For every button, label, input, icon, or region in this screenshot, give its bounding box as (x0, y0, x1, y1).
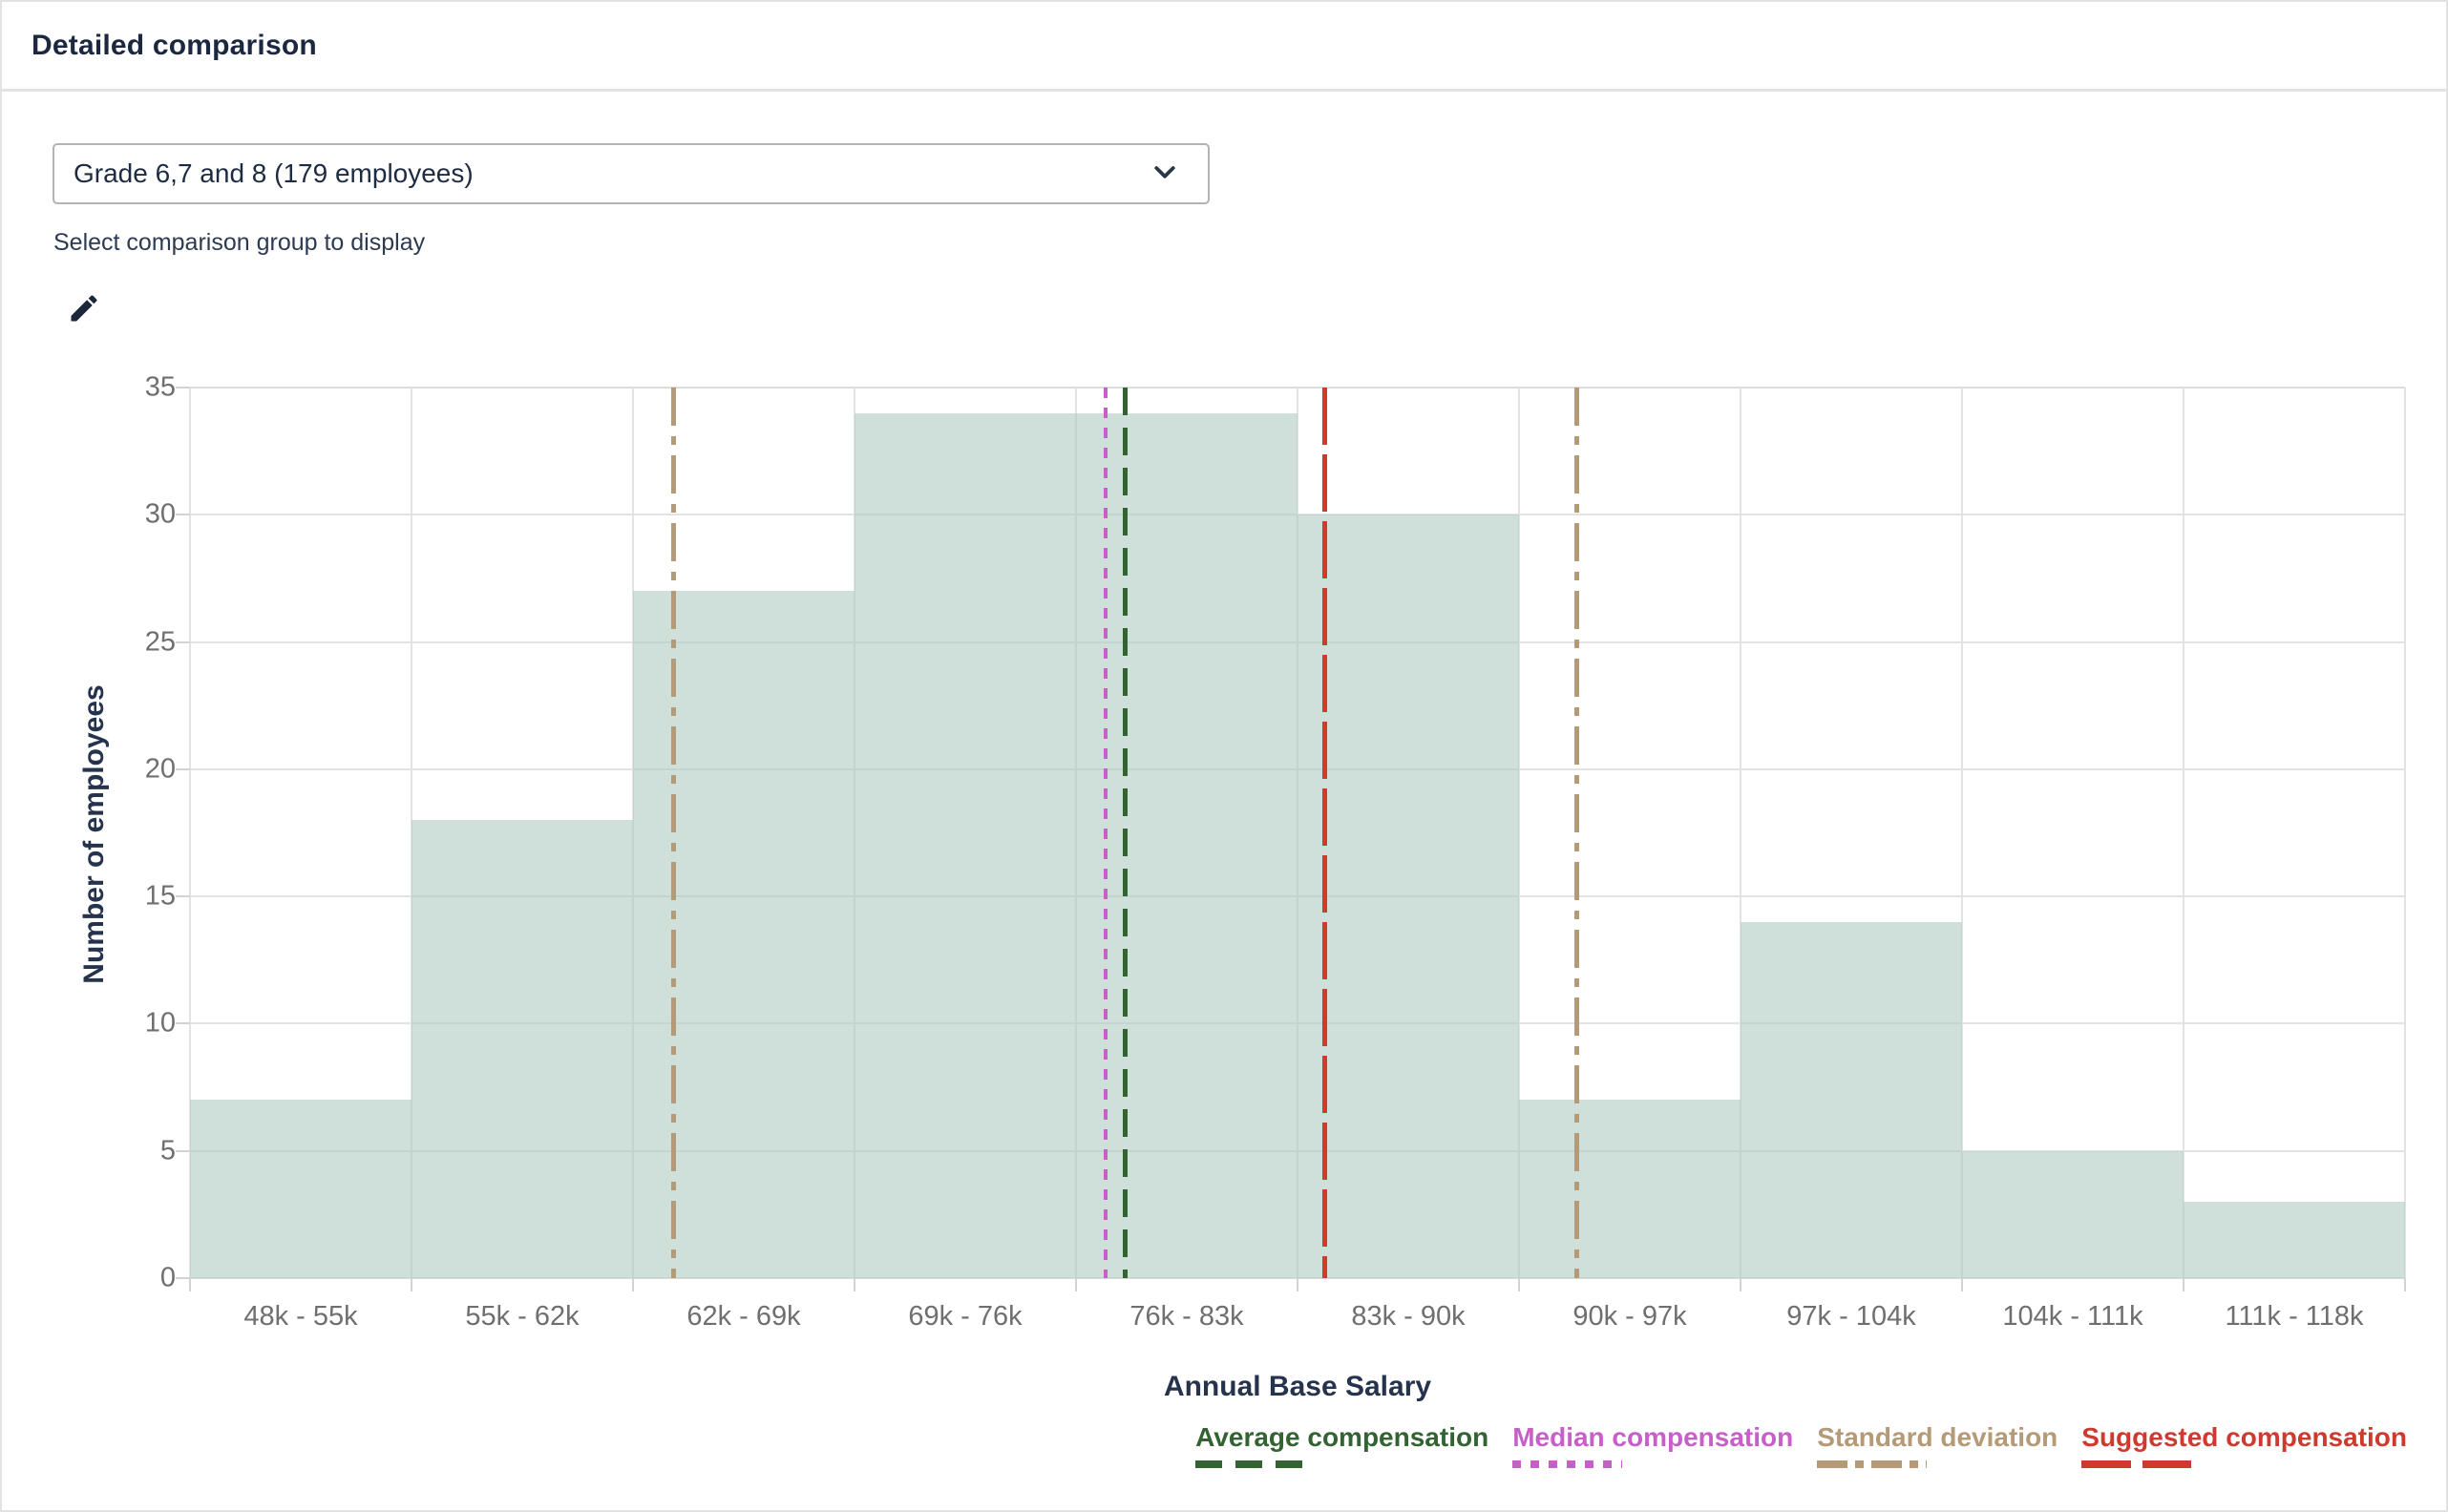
select-helper-text: Select comparison group to display (53, 229, 426, 256)
y-axis-tick (176, 514, 190, 516)
x-tick-label: 76k - 83k (1129, 1301, 1244, 1332)
x-axis-tick (1297, 1278, 1298, 1292)
histogram-bar-97k-104k (1741, 921, 1962, 1278)
edit-comparison-button[interactable] (63, 288, 105, 330)
gridline-y-10 (190, 1022, 2405, 1025)
legend-label: Standard deviation (1817, 1422, 2058, 1452)
plot-area (189, 387, 2406, 1279)
legend-item-average-compensation: Average compensation (1195, 1422, 1488, 1468)
legend-item-suggested-compensation: Suggested compensation (2081, 1422, 2407, 1468)
page-title: Detailed comparison (32, 29, 317, 61)
x-axis-tick (1518, 1278, 1520, 1292)
gridline-y-0 (190, 1277, 2405, 1279)
gridline-y-35 (190, 387, 2405, 388)
chart-legend: Average compensation Median compensation S… (1195, 1422, 2407, 1468)
y-tick-label: 5 (159, 1135, 176, 1166)
legend-item-standard-deviation: Standard deviation (1817, 1422, 2058, 1468)
gridline-x-boundary (2404, 388, 2406, 1278)
x-axis-tick (854, 1278, 855, 1292)
x-tick-label: 83k - 90k (1351, 1301, 1466, 1332)
x-axis-tick (2183, 1278, 2184, 1292)
y-tick-label: 15 (144, 880, 176, 912)
x-tick-label: 90k - 97k (1572, 1301, 1687, 1332)
x-tick-label: 111k - 118k (2225, 1301, 2364, 1332)
gridline-y-20 (190, 767, 2405, 770)
x-axis-tick (1740, 1278, 1741, 1292)
gridline-x-boundary (2183, 388, 2184, 1278)
legend-label: Median compensation (1512, 1422, 1794, 1452)
x-tick-label: 97k - 104k (1786, 1301, 1916, 1332)
legend-swatch-dashed (1195, 1460, 1306, 1468)
y-axis-title: Number of employees (78, 684, 110, 984)
histogram-bar-62k-69k (633, 591, 855, 1278)
y-axis-tick (176, 640, 190, 643)
gridline-x-boundary (411, 388, 412, 1278)
y-tick-label: 25 (144, 626, 176, 658)
refline-average-compensation (1123, 388, 1129, 1278)
refline-standard-deviation (1573, 388, 1579, 1278)
y-axis-tick (176, 1149, 190, 1152)
x-axis-tick (632, 1278, 634, 1292)
y-tick-label: 35 (144, 371, 176, 403)
gridline-y-15 (190, 895, 2405, 898)
chevron-down-icon (1147, 154, 1183, 195)
comparison-group-select[interactable]: Grade 6,7 and 8 (179 employees) (53, 143, 1210, 204)
pencil-icon (67, 291, 101, 328)
x-tick-label: 48k - 55k (243, 1301, 358, 1332)
gridline-x-boundary (1075, 388, 1077, 1278)
x-axis-tick (1961, 1278, 1963, 1292)
legend-label: Suggested compensation (2081, 1422, 2407, 1452)
legend-swatch-dotted (1512, 1460, 1623, 1468)
gridline-x-boundary (632, 388, 634, 1278)
refline-suggested-compensation (1321, 388, 1327, 1278)
refline-standard-deviation (671, 388, 677, 1278)
legend-swatch-longdash (2081, 1460, 2192, 1468)
y-axis-tick (176, 387, 190, 388)
legend-item-median-compensation: Median compensation (1512, 1422, 1793, 1468)
comparison-group-select-value: Grade 6,7 and 8 (179 employees) (74, 158, 474, 188)
card-header: Detailed comparison (2, 2, 2446, 92)
x-tick-label: 62k - 69k (686, 1301, 801, 1332)
histogram-bar-83k-90k (1298, 514, 1519, 1278)
x-axis-tick (1075, 1278, 1077, 1292)
x-axis-tick (189, 1278, 191, 1292)
y-axis-tick (176, 895, 190, 898)
legend-swatch-dashdot (1817, 1460, 1928, 1468)
histogram-bar-90k-97k (1519, 1100, 1741, 1278)
histogram-bar-104k-111k (1962, 1150, 2184, 1278)
legend-label: Average compensation (1195, 1422, 1489, 1452)
gridline-x-boundary (1740, 388, 1741, 1278)
x-axis-tick (2404, 1278, 2406, 1292)
y-tick-label: 10 (144, 1007, 176, 1039)
histogram-bar-111k-118k (2184, 1202, 2405, 1278)
x-tick-label: 104k - 111k (2002, 1301, 2143, 1332)
y-tick-label: 0 (159, 1262, 176, 1293)
gridline-y-5 (190, 1149, 2405, 1152)
x-tick-label: 69k - 76k (908, 1301, 1023, 1332)
x-axis-tick (411, 1278, 412, 1292)
gridline-x-boundary (1297, 388, 1298, 1278)
y-axis-tick (176, 767, 190, 770)
histogram-bar-69k-76k (855, 412, 1076, 1278)
histogram-bar-55k-62k (412, 820, 633, 1278)
gridline-y-30 (190, 514, 2405, 516)
x-tick-label: 55k - 62k (465, 1301, 580, 1332)
y-axis-tick (176, 1022, 190, 1025)
y-tick-label: 30 (144, 498, 176, 530)
histogram-bar-48k-55k (190, 1100, 412, 1278)
x-axis-title: Annual Base Salary (1163, 1371, 1432, 1402)
gridline-x-boundary (1518, 388, 1520, 1278)
gridline-y-25 (190, 640, 2405, 643)
y-tick-label: 20 (144, 753, 176, 785)
gridline-x-boundary (189, 388, 191, 1278)
refline-median-compensation (1104, 388, 1108, 1278)
gridline-x-boundary (1961, 388, 1963, 1278)
y-axis-tick (176, 1277, 190, 1279)
histogram-bar-76k-83k (1076, 412, 1298, 1278)
gridline-x-boundary (854, 388, 855, 1278)
